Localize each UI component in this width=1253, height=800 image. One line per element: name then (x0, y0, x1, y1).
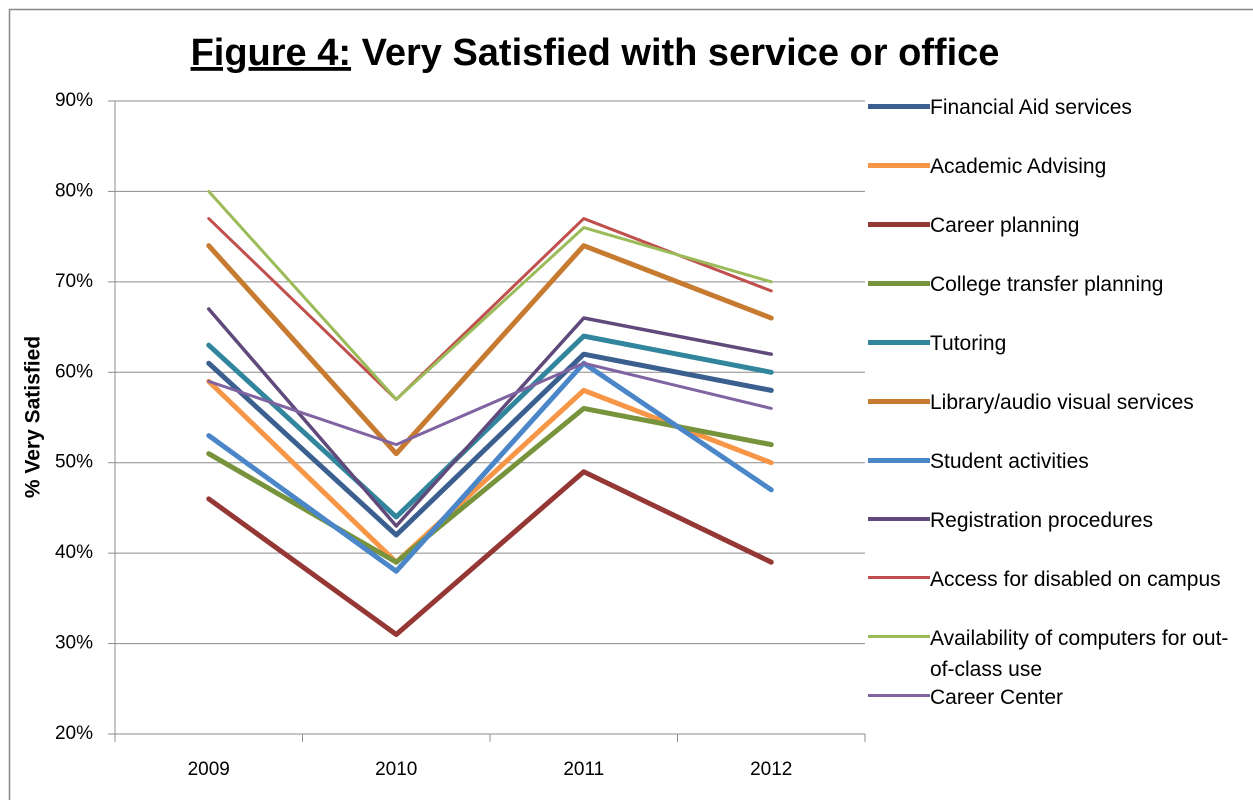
legend-swatch (868, 399, 930, 404)
series-line (206, 360, 774, 574)
y-tick-label: 70% (55, 271, 93, 292)
y-tick-label: 60% (55, 361, 93, 382)
legend-item: Student activities (868, 446, 1252, 477)
x-tick-label: 2011 (563, 759, 604, 780)
x-tick-label: 2009 (188, 759, 230, 780)
legend-swatch (868, 163, 930, 168)
y-tick-label: 20% (55, 723, 93, 744)
legend-label: Career Center (930, 686, 1064, 709)
legend-label: Availability of computers for out-of-cla… (930, 627, 1229, 681)
series-line (206, 351, 774, 538)
series-line (207, 361, 773, 447)
y-axis-label: % Very Satisfied (22, 336, 45, 498)
legend-item: Career planning (868, 210, 1252, 241)
legend-label: Academic Advising (930, 155, 1107, 178)
legend-item: Availability of computers for out-of-cla… (868, 623, 1252, 685)
legend-item: Library/audio visual services (868, 387, 1252, 418)
y-tick-label: 30% (55, 633, 93, 654)
chart-title: Figure 4: Very Satisfied with service or… (191, 32, 1000, 74)
legend-label: Student activities (930, 450, 1089, 473)
legend-swatch (868, 340, 930, 345)
y-tick-label: 90% (55, 90, 93, 111)
legend-item: Financial Aid services (868, 92, 1252, 123)
legend-swatch (868, 576, 930, 579)
legend-item: Access for disabled on campus (868, 564, 1252, 595)
series-line (207, 189, 773, 401)
chart-frame (8, 8, 1253, 800)
legend-item: Career Center (868, 682, 1252, 713)
legend-swatch (868, 281, 930, 286)
legend-label: College transfer planning (930, 273, 1164, 296)
title-text: Very Satisfied with service or office (362, 32, 1000, 74)
legend-label: Registration procedures (930, 509, 1153, 532)
legend-label: Access for disabled on campus (930, 568, 1221, 591)
series-line (207, 307, 773, 528)
series-line (206, 243, 774, 457)
legend-label: Tutoring (930, 332, 1007, 355)
legend-label: Financial Aid services (930, 96, 1132, 119)
title-prefix: Figure 4: (191, 32, 351, 74)
legend-item: Tutoring (868, 328, 1252, 359)
legend-swatch (868, 635, 930, 638)
legend-item: Registration procedures (868, 505, 1252, 536)
legend-label: Library/audio visual services (930, 391, 1194, 414)
legend-swatch (868, 222, 930, 227)
legend-item: College transfer planning (868, 269, 1252, 300)
y-tick-label: 50% (55, 452, 93, 473)
legend-label: Career planning (930, 214, 1080, 237)
series-line (206, 333, 774, 520)
legend-swatch (868, 694, 930, 697)
series-line (206, 469, 774, 638)
y-tick-label: 80% (55, 180, 93, 201)
legend-swatch (868, 458, 930, 463)
legend-swatch (868, 517, 930, 521)
legend-item: Academic Advising (868, 151, 1252, 182)
legend-swatch (868, 104, 930, 109)
x-tick-label: 2010 (375, 759, 417, 780)
y-tick-label: 40% (55, 542, 93, 563)
x-tick-label: 2012 (750, 759, 792, 780)
